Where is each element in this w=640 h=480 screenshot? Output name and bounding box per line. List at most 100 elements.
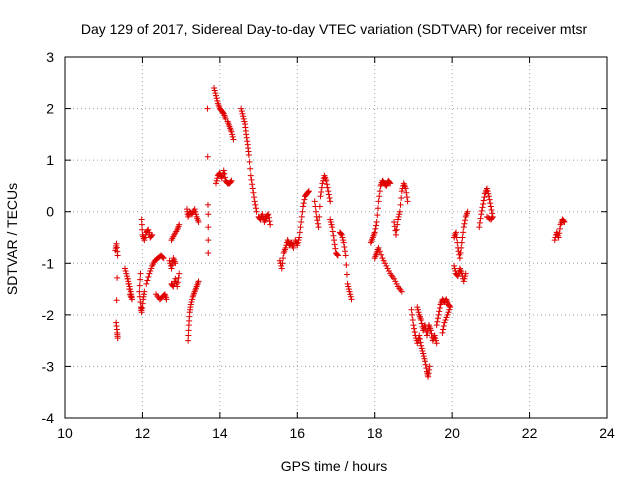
- y-tick-label: -3: [42, 358, 55, 374]
- data-point: [460, 278, 467, 285]
- x-tick-label: 12: [135, 425, 151, 441]
- data-point: [264, 212, 271, 219]
- data-point: [458, 239, 465, 246]
- data-point: [391, 219, 398, 226]
- data-point: [461, 220, 468, 227]
- data-point: [338, 231, 345, 238]
- data-point: [422, 358, 429, 365]
- data-point: [376, 248, 383, 255]
- data-point: [305, 188, 312, 195]
- data-point: [375, 198, 382, 205]
- data-point: [301, 196, 308, 203]
- data-point: [252, 201, 259, 208]
- data-point: [404, 198, 411, 205]
- data-point: [146, 270, 153, 277]
- data-point: [312, 208, 319, 215]
- data-point: [172, 275, 179, 282]
- data-point: [409, 317, 416, 324]
- data-point: [282, 244, 289, 251]
- data-point: [460, 229, 467, 236]
- data-point: [345, 286, 352, 293]
- data-point: [247, 165, 254, 172]
- data-point: [451, 262, 458, 269]
- data-point: [240, 115, 247, 122]
- data-point: [383, 262, 390, 269]
- data-point: [229, 133, 236, 140]
- data-point: [319, 180, 326, 187]
- data-point: [114, 252, 121, 259]
- data-point: [342, 248, 349, 255]
- data-point: [324, 184, 331, 191]
- data-point: [453, 229, 460, 236]
- chart-title: Day 129 of 2017, Sidereal Day-to-day VTE…: [81, 21, 588, 37]
- data-point: [403, 194, 410, 201]
- data-point: [195, 278, 202, 285]
- data-point: [142, 234, 149, 241]
- data-point: [477, 215, 484, 222]
- data-point: [410, 322, 417, 329]
- data-point: [373, 219, 380, 226]
- data-point: [551, 237, 558, 244]
- data-point: [265, 214, 272, 221]
- data-point: [374, 212, 381, 219]
- data-point: [317, 193, 324, 200]
- data-point: [456, 255, 463, 262]
- data-point: [431, 332, 438, 339]
- data-point: [143, 280, 150, 287]
- data-point: [174, 279, 181, 286]
- data-point: [148, 265, 155, 272]
- data-point: [295, 237, 302, 244]
- data-point: [378, 251, 385, 258]
- data-point: [323, 177, 330, 184]
- data-point: [417, 339, 424, 346]
- data-point: [212, 90, 219, 97]
- data-point: [327, 198, 334, 205]
- data-point: [441, 319, 448, 326]
- data-point: [446, 306, 453, 313]
- data-point: [376, 193, 383, 200]
- data-point: [123, 273, 130, 280]
- data-point: [556, 225, 563, 232]
- data-point: [136, 288, 143, 295]
- data-point: [114, 335, 121, 342]
- data-point: [426, 363, 433, 370]
- data-point: [185, 327, 192, 334]
- data-point: [398, 188, 405, 195]
- data-point: [243, 134, 250, 141]
- data-point: [148, 232, 155, 239]
- data-point: [409, 311, 416, 318]
- data-point: [149, 231, 156, 238]
- x-axis-label: GPS time / hours: [281, 458, 388, 474]
- data-point: [555, 234, 562, 241]
- data-point: [280, 255, 287, 262]
- data-point: [391, 275, 398, 282]
- data-point: [560, 218, 567, 225]
- data-points: [112, 84, 568, 380]
- data-point: [433, 340, 440, 347]
- data-point: [251, 194, 258, 201]
- data-point: [139, 300, 146, 307]
- data-point: [394, 221, 401, 228]
- data-point: [414, 304, 421, 311]
- y-tick-labels: -4 -3 -2 -1 0 1 2 3: [42, 49, 55, 426]
- data-point: [125, 280, 132, 287]
- data-point: [329, 224, 336, 231]
- data-point: [411, 325, 418, 332]
- data-point: [230, 136, 237, 143]
- data-point: [423, 332, 430, 339]
- data-point: [415, 309, 422, 316]
- data-point: [137, 270, 144, 277]
- data-point: [462, 217, 469, 224]
- data-point: [222, 174, 229, 181]
- data-point: [451, 265, 458, 272]
- data-point: [433, 337, 440, 344]
- data-point: [189, 296, 196, 303]
- data-point: [382, 260, 389, 267]
- data-point: [294, 242, 301, 249]
- data-point: [439, 329, 446, 336]
- data-point: [300, 203, 307, 210]
- data-point: [204, 201, 211, 208]
- data-point: [457, 249, 464, 256]
- data-point: [486, 196, 493, 203]
